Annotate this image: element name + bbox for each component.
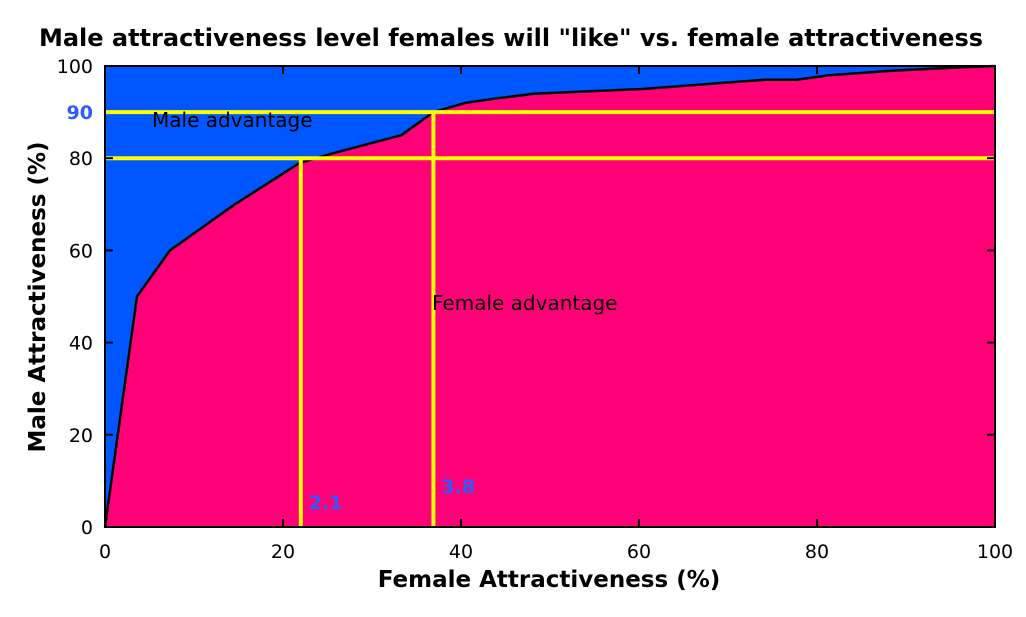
reference-label-y-90: 90 bbox=[67, 102, 93, 124]
x-tick-label-100: 100 bbox=[977, 541, 1013, 563]
y-tick-label-40: 40 bbox=[69, 333, 93, 355]
x-tick-label-20: 20 bbox=[271, 541, 295, 563]
chart-title: Male attractiveness level females will "… bbox=[39, 24, 983, 52]
region-label-male-advantage: Male advantage bbox=[152, 108, 313, 132]
reference-lines: 90 2.1 3.8 bbox=[67, 102, 995, 527]
reference-label-3.8: 3.8 bbox=[441, 476, 475, 498]
x-tick-label-0: 0 bbox=[99, 541, 111, 563]
reference-label-2.1: 2.1 bbox=[309, 492, 343, 514]
x-tick-label-40: 40 bbox=[449, 541, 473, 563]
y-tick-label-20: 20 bbox=[69, 425, 93, 447]
female-advantage-region bbox=[105, 66, 995, 527]
y-tick-label-60: 60 bbox=[69, 240, 93, 262]
x-axis-label: Female Attractiveness (%) bbox=[378, 567, 721, 593]
y-tick-label-0: 0 bbox=[81, 517, 93, 539]
y-tick-label-80: 80 bbox=[69, 148, 93, 170]
plot-frame bbox=[104, 65, 996, 528]
x-tick-label-80: 80 bbox=[805, 541, 829, 563]
y-axis-label: Male Attractiveness (%) bbox=[25, 141, 51, 452]
boundary-curve bbox=[103, 64, 996, 528]
region-label-female-advantage: Female advantage bbox=[432, 291, 618, 315]
x-tick-label-60: 60 bbox=[627, 541, 651, 563]
axis-ticks: 0 20 40 60 80 100 0 20 40 60 80 100 bbox=[57, 56, 1013, 563]
y-tick-label-100: 100 bbox=[57, 56, 93, 78]
